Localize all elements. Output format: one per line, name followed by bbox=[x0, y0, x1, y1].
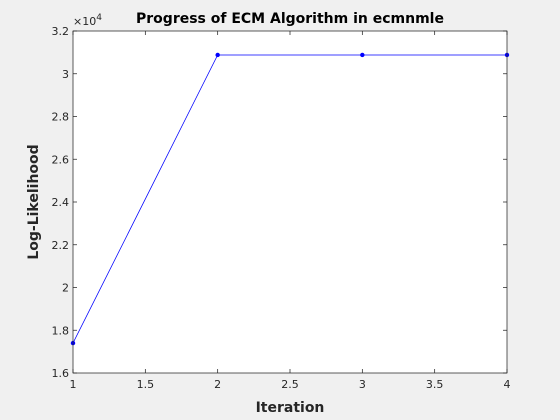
x-tick-label: 2 bbox=[214, 378, 221, 391]
y-tick-label: 3 bbox=[62, 68, 69, 81]
series-line bbox=[72, 54, 507, 344]
y-tick-label: 3.2 bbox=[52, 25, 70, 38]
x-tick-label: 3.5 bbox=[426, 378, 444, 391]
axes-box bbox=[72, 30, 508, 374]
plot-area bbox=[73, 31, 507, 373]
x-tick-label: 4 bbox=[504, 378, 511, 391]
y-tick-label: 1.8 bbox=[52, 324, 70, 337]
data-point bbox=[215, 52, 220, 58]
y-axis-exponent-base: ×10 bbox=[73, 15, 96, 28]
x-tick-label: 1.5 bbox=[137, 378, 155, 391]
chart-title: Progress of ECM Algorithm in ecmnmle bbox=[136, 11, 444, 27]
y-tick-label: 2.8 bbox=[52, 111, 70, 124]
y-tick-label: 1.6 bbox=[52, 367, 70, 380]
data-point bbox=[360, 52, 365, 58]
y-tick-label: 2 bbox=[62, 282, 69, 295]
y-axis-exponent: ×104 bbox=[73, 13, 102, 28]
y-axis-exponent-power: 4 bbox=[96, 13, 102, 23]
y-tick-label: 2.4 bbox=[52, 196, 70, 209]
x-tick-label: 3 bbox=[359, 378, 366, 391]
x-tick-label: 1 bbox=[70, 378, 77, 391]
x-axis-label: Iteration bbox=[256, 400, 325, 416]
y-tick-label: 2.2 bbox=[52, 239, 70, 252]
y-axis-label: Log-Likelihood bbox=[26, 144, 42, 259]
x-tick-label: 2.5 bbox=[281, 378, 299, 391]
axis-ticks: 1 1.5 2 2.5 3 3.5 4 1.6 1.8 2 2.2 2.4 2.6 2.8 3 3.2 bbox=[52, 25, 511, 391]
y-tick-label: 2.6 bbox=[52, 153, 70, 166]
